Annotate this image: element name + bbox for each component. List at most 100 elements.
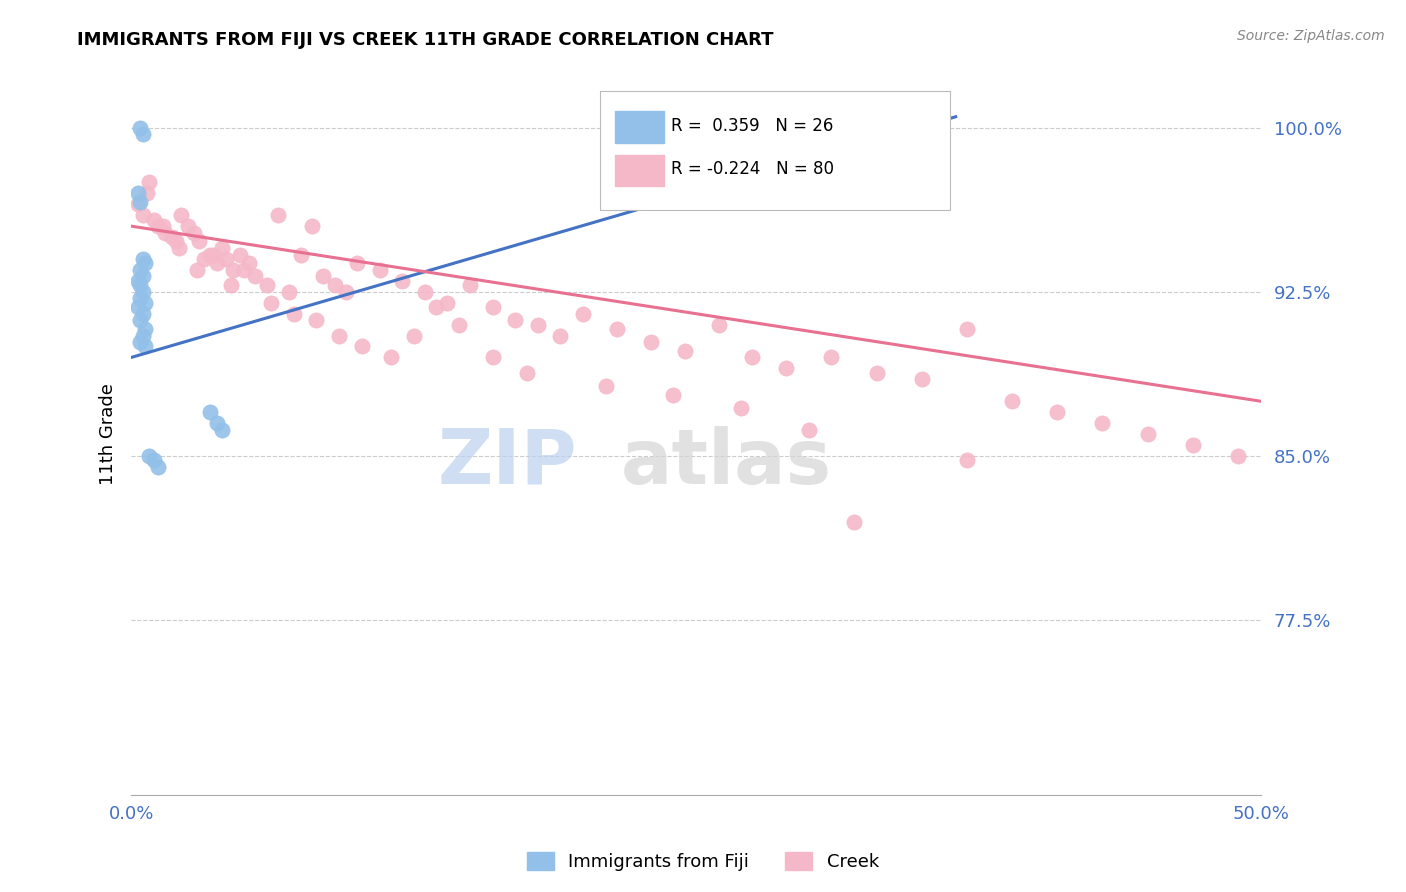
Point <box>134 339 156 353</box>
Point <box>595 379 617 393</box>
Point <box>301 219 323 234</box>
Point <box>165 235 187 249</box>
Point <box>380 351 402 365</box>
Point <box>131 328 153 343</box>
Point <box>142 212 165 227</box>
Point <box>1046 405 1069 419</box>
Point <box>481 351 503 365</box>
Point <box>152 219 174 234</box>
Point <box>201 247 224 261</box>
Point <box>260 295 283 310</box>
Point <box>741 351 763 365</box>
Text: IMMIGRANTS FROM FIJI VS CREEK 11TH GRADE CORRELATION CHART: IMMIGRANTS FROM FIJI VS CREEK 11TH GRADE… <box>77 31 773 49</box>
Point <box>127 274 149 288</box>
Point <box>238 256 260 270</box>
Point <box>640 335 662 350</box>
Point <box>183 226 205 240</box>
Point <box>527 318 550 332</box>
Point <box>458 278 481 293</box>
Point <box>129 195 152 210</box>
Point <box>283 307 305 321</box>
Point <box>550 328 572 343</box>
Point <box>142 453 165 467</box>
Point <box>413 285 436 299</box>
Point <box>1136 427 1159 442</box>
Point <box>503 313 526 327</box>
Point <box>775 361 797 376</box>
Point <box>391 274 413 288</box>
Text: atlas: atlas <box>620 425 831 500</box>
Point <box>911 372 934 386</box>
Point <box>820 351 842 365</box>
Point <box>138 175 160 189</box>
Point <box>211 423 233 437</box>
Point <box>148 219 170 234</box>
Point <box>267 208 290 222</box>
Point <box>335 285 357 299</box>
Point <box>673 343 696 358</box>
Point <box>312 269 335 284</box>
Point <box>205 416 228 430</box>
Point <box>346 256 368 270</box>
Point <box>219 278 242 293</box>
Point <box>707 318 730 332</box>
Point <box>134 256 156 270</box>
Point <box>865 366 887 380</box>
Point <box>127 186 149 201</box>
Y-axis label: 11th Grade: 11th Grade <box>100 383 117 485</box>
Point <box>188 235 211 249</box>
Legend: Immigrants from Fiji, Creek: Immigrants from Fiji, Creek <box>520 845 886 879</box>
Point <box>215 252 238 266</box>
Point <box>842 515 865 529</box>
Point <box>134 295 156 310</box>
Point <box>305 313 328 327</box>
Point <box>233 263 256 277</box>
Point <box>222 263 245 277</box>
Point <box>138 449 160 463</box>
Point <box>127 197 149 211</box>
Text: ZIP: ZIP <box>437 425 578 500</box>
Point <box>134 322 156 336</box>
Point <box>200 405 222 419</box>
FancyBboxPatch shape <box>600 91 950 211</box>
Point <box>572 307 595 321</box>
Point <box>136 186 159 201</box>
Point <box>662 387 685 401</box>
Point <box>129 291 152 305</box>
FancyBboxPatch shape <box>614 154 664 186</box>
Point <box>131 307 153 321</box>
Point <box>170 208 193 222</box>
Point <box>797 423 820 437</box>
Point <box>186 263 208 277</box>
Point <box>368 263 391 277</box>
Point <box>402 328 425 343</box>
Point <box>167 241 190 255</box>
Point <box>177 219 200 234</box>
Point <box>228 247 250 261</box>
Point <box>606 322 628 336</box>
Point <box>730 401 752 415</box>
FancyBboxPatch shape <box>614 112 664 143</box>
Point <box>323 278 346 293</box>
Point <box>256 278 278 293</box>
Text: R = -0.224   N = 80: R = -0.224 N = 80 <box>671 160 834 178</box>
Text: R =  0.359   N = 26: R = 0.359 N = 26 <box>671 117 834 135</box>
Point <box>200 247 222 261</box>
Point <box>148 459 170 474</box>
Point <box>290 247 312 261</box>
Point <box>350 339 373 353</box>
Point <box>1181 438 1204 452</box>
Point <box>153 226 176 240</box>
Point <box>436 295 458 310</box>
Point <box>129 335 152 350</box>
Point <box>278 285 301 299</box>
Point <box>447 318 470 332</box>
Point <box>131 285 153 299</box>
Point <box>131 252 153 266</box>
Point <box>515 366 537 380</box>
Point <box>211 241 233 255</box>
Point <box>328 328 350 343</box>
Point <box>131 269 153 284</box>
Point <box>1227 449 1250 463</box>
Point <box>160 230 183 244</box>
